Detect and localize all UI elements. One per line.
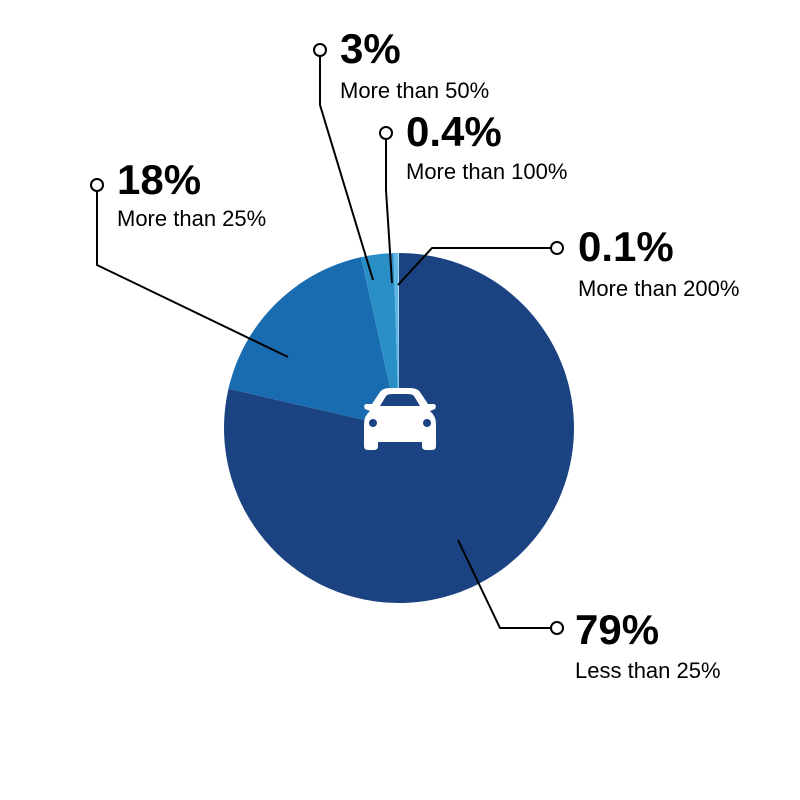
leader-line	[457, 539, 551, 629]
value-label: 3%	[340, 25, 401, 72]
leader-dot	[313, 43, 327, 57]
leader-line	[319, 56, 374, 281]
pie-slice	[397, 253, 399, 428]
pie-slice	[228, 257, 399, 428]
leader-dot	[550, 621, 564, 635]
category-label: More than 25%	[117, 206, 266, 231]
leader-dot	[550, 241, 564, 255]
category-label: More than 200%	[578, 276, 739, 301]
category-label: More than 100%	[406, 159, 567, 184]
pie-slice	[223, 253, 574, 603]
leader-dot	[90, 178, 104, 192]
category-label: More than 50%	[340, 78, 489, 103]
leader-dot	[379, 126, 393, 140]
pie-slice	[393, 253, 399, 428]
value-label: 0.4%	[406, 108, 502, 155]
value-label: 79%	[575, 606, 659, 653]
category-label: Less than 25%	[575, 658, 721, 683]
pie-slice	[361, 253, 399, 428]
value-label: 18%	[117, 156, 201, 203]
pie	[223, 253, 574, 603]
leader-line	[385, 139, 393, 284]
leader-line	[96, 191, 289, 358]
car-icon	[364, 388, 436, 450]
leader-line	[397, 247, 551, 286]
value-label: 0.1%	[578, 223, 674, 270]
